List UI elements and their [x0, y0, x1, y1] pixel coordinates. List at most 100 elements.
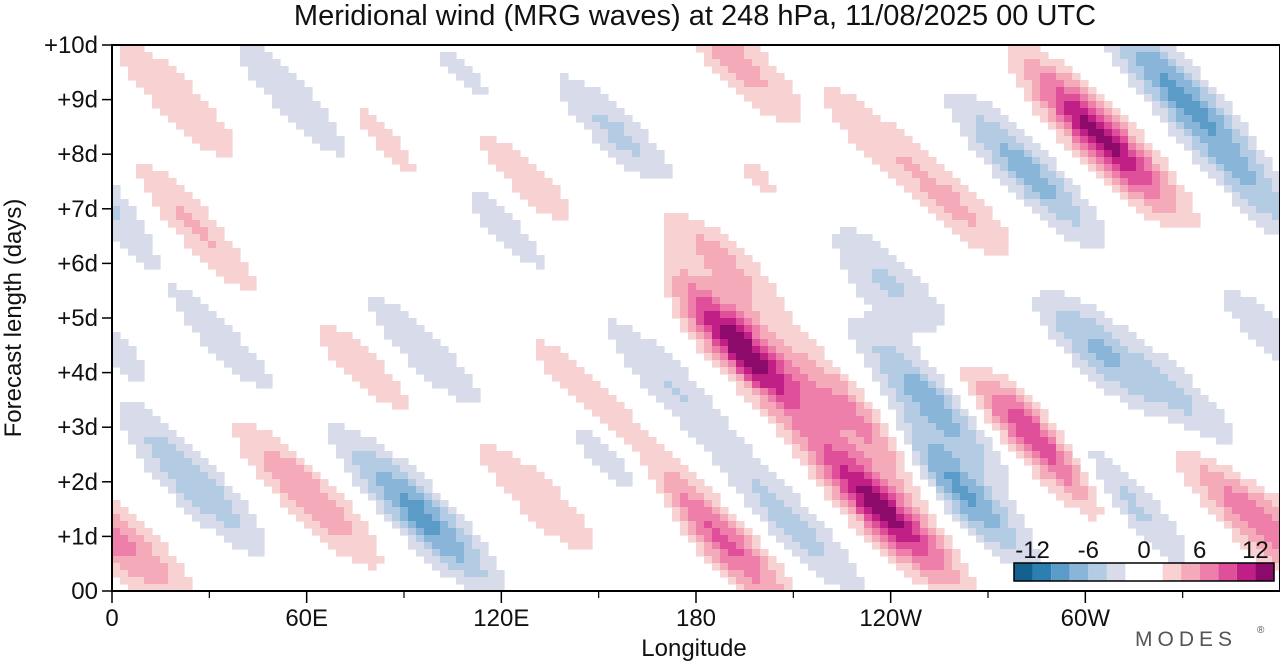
field-cell	[736, 73, 745, 81]
field-cell	[1032, 465, 1041, 473]
field-cell	[1096, 150, 1105, 158]
field-cell	[224, 325, 233, 333]
field-cell	[376, 388, 385, 396]
field-cell	[784, 409, 793, 417]
field-cell	[1064, 199, 1073, 207]
field-cell	[400, 339, 409, 347]
field-cell	[904, 430, 913, 438]
field-cell	[1088, 367, 1097, 375]
field-cell	[736, 486, 745, 494]
field-cell	[128, 563, 137, 571]
field-cell	[336, 507, 345, 515]
field-cell	[1272, 171, 1280, 179]
field-cell	[920, 430, 929, 438]
field-cell	[776, 87, 785, 95]
field-cell	[360, 451, 369, 459]
field-cell	[688, 381, 697, 389]
field-cell	[672, 409, 681, 417]
field-cell	[880, 304, 889, 312]
field-cell	[936, 465, 945, 473]
field-cell	[776, 325, 785, 333]
field-cell	[784, 528, 793, 536]
field-cell	[1128, 360, 1137, 368]
field-cell	[1056, 213, 1065, 221]
field-cell	[744, 164, 753, 172]
field-cell	[784, 493, 793, 501]
field-cell	[1240, 528, 1249, 536]
field-cell	[560, 199, 569, 207]
field-cell	[168, 451, 177, 459]
field-cell	[464, 563, 473, 571]
field-cell	[896, 297, 905, 305]
field-cell	[176, 80, 185, 88]
field-cell	[392, 318, 401, 326]
field-cell	[1088, 353, 1097, 361]
field-cell	[112, 535, 121, 543]
field-cell	[1072, 220, 1081, 228]
field-cell	[712, 262, 721, 270]
field-cell	[752, 318, 761, 326]
field-cell	[352, 437, 361, 445]
field-cell	[712, 493, 721, 501]
field-cell	[832, 549, 841, 557]
field-cell	[968, 388, 977, 396]
field-cell	[480, 87, 489, 95]
field-cell	[1272, 318, 1280, 326]
field-cell	[744, 94, 753, 102]
field-cell	[672, 311, 681, 319]
field-cell	[1024, 150, 1033, 158]
field-cell	[440, 521, 449, 529]
field-cell	[360, 381, 369, 389]
field-cell	[904, 479, 913, 487]
field-cell	[728, 577, 737, 585]
field-cell	[192, 465, 201, 473]
field-cell	[1240, 199, 1249, 207]
field-cell	[1248, 311, 1257, 319]
field-cell	[1064, 87, 1073, 95]
field-cell	[816, 381, 825, 389]
field-cell	[1032, 556, 1041, 564]
field-cell	[904, 507, 913, 515]
field-cell	[1208, 122, 1217, 130]
field-cell	[200, 521, 209, 529]
field-cell	[128, 416, 137, 424]
field-cell	[240, 52, 249, 60]
field-cell	[904, 409, 913, 417]
field-cell	[208, 521, 217, 529]
field-cell	[968, 234, 977, 242]
field-cell	[728, 241, 737, 249]
field-cell	[856, 409, 865, 417]
field-cell	[824, 416, 833, 424]
field-cell	[720, 556, 729, 564]
field-cell	[1096, 164, 1105, 172]
field-cell	[304, 94, 313, 102]
field-cell	[648, 150, 657, 158]
field-cell	[672, 514, 681, 522]
field-cell	[896, 374, 905, 382]
field-cell	[1072, 318, 1081, 326]
field-cell	[168, 192, 177, 200]
field-cell	[1120, 164, 1129, 172]
field-cell	[472, 563, 481, 571]
field-cell	[816, 423, 825, 431]
field-cell	[280, 465, 289, 473]
field-cell	[1256, 486, 1265, 494]
field-cell	[736, 444, 745, 452]
field-cell	[128, 73, 137, 81]
field-cell	[176, 290, 185, 298]
field-cell	[856, 500, 865, 508]
field-cell	[1152, 45, 1161, 53]
field-cell	[1088, 227, 1097, 235]
field-cell	[456, 542, 465, 550]
field-cell	[312, 115, 321, 123]
field-cell	[1136, 164, 1145, 172]
field-cell	[712, 325, 721, 333]
field-cell	[112, 563, 121, 571]
field-cell	[880, 367, 889, 375]
field-cell	[568, 521, 577, 529]
field-cell	[392, 521, 401, 529]
field-cell	[536, 521, 545, 529]
field-cell	[488, 584, 497, 592]
field-cell	[592, 381, 601, 389]
field-cell	[176, 297, 185, 305]
